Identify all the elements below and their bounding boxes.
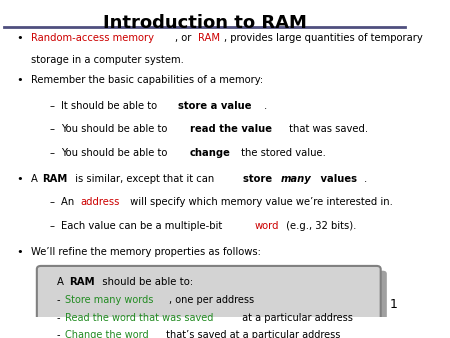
Text: -: - <box>57 295 64 305</box>
Text: that was saved.: that was saved. <box>286 124 368 135</box>
Text: We’ll refine the memory properties as follows:: We’ll refine the memory properties as fo… <box>31 247 261 257</box>
Text: RAM: RAM <box>42 174 68 184</box>
Text: A: A <box>31 174 40 184</box>
Text: address: address <box>81 197 120 207</box>
Text: RAM: RAM <box>198 33 220 43</box>
FancyBboxPatch shape <box>37 266 381 338</box>
Text: Store many words: Store many words <box>65 295 153 305</box>
Text: .: . <box>264 101 267 111</box>
Text: You should be able to: You should be able to <box>61 148 171 158</box>
Text: the stored value.: the stored value. <box>238 148 326 158</box>
Text: store: store <box>243 174 275 184</box>
Text: -: - <box>57 313 64 322</box>
Text: You should be able to: You should be able to <box>61 124 171 135</box>
Text: , one per address: , one per address <box>169 295 254 305</box>
Text: read the value: read the value <box>190 124 272 135</box>
Text: should be able to:: should be able to: <box>99 277 194 287</box>
Text: –: – <box>49 197 54 207</box>
Text: A: A <box>57 277 68 287</box>
Text: (e.g., 32 bits).: (e.g., 32 bits). <box>283 221 356 231</box>
Text: Change the word: Change the word <box>65 330 148 338</box>
Text: It should be able to: It should be able to <box>61 101 161 111</box>
Text: is similar, except that it can: is similar, except that it can <box>72 174 217 184</box>
Text: RAM: RAM <box>69 277 95 287</box>
Text: word: word <box>254 221 279 231</box>
Text: change: change <box>190 148 231 158</box>
Text: , provides large quantities of temporary: , provides large quantities of temporary <box>224 33 423 43</box>
Text: •: • <box>16 75 23 85</box>
Text: at a particular address: at a particular address <box>239 313 353 322</box>
FancyBboxPatch shape <box>43 271 387 338</box>
Text: –: – <box>49 101 54 111</box>
Text: will specify which memory value we’re interested in.: will specify which memory value we’re in… <box>127 197 393 207</box>
Text: –: – <box>49 221 54 231</box>
Text: Each value can be a multiple-bit: Each value can be a multiple-bit <box>61 221 226 231</box>
Text: values: values <box>317 174 357 184</box>
Text: many: many <box>281 174 312 184</box>
Text: •: • <box>16 174 23 184</box>
Text: –: – <box>49 148 54 158</box>
Text: Remember the basic capabilities of a memory:: Remember the basic capabilities of a mem… <box>31 75 263 85</box>
Text: An: An <box>61 197 78 207</box>
Text: .: . <box>364 174 367 184</box>
Text: 1: 1 <box>389 298 397 311</box>
Text: store a value: store a value <box>178 101 252 111</box>
Text: that’s saved at a particular address: that’s saved at a particular address <box>163 330 341 338</box>
Text: –: – <box>49 124 54 135</box>
Text: , or: , or <box>175 33 194 43</box>
Text: •: • <box>16 247 23 257</box>
Text: •: • <box>16 33 23 43</box>
Text: Introduction to RAM: Introduction to RAM <box>103 14 306 32</box>
Text: storage in a computer system.: storage in a computer system. <box>31 55 184 65</box>
Text: Read the word that was saved: Read the word that was saved <box>65 313 213 322</box>
Text: -: - <box>57 330 64 338</box>
Text: Random-access memory: Random-access memory <box>31 33 154 43</box>
